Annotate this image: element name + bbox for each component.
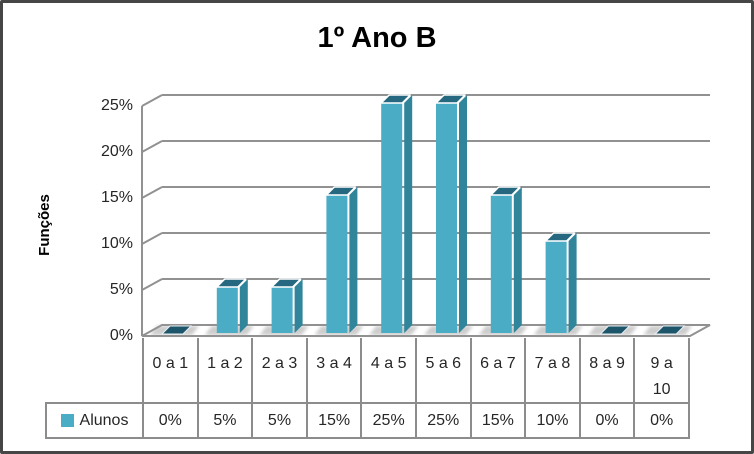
category-cell: 4 a 5 xyxy=(360,338,415,402)
legend-cell: Alunos xyxy=(47,404,142,437)
alunos-series-swatch-icon xyxy=(60,414,74,427)
value-cell: 0% xyxy=(633,404,688,437)
value-cell: 0% xyxy=(578,404,634,437)
y-tick-label: 25% xyxy=(100,97,133,114)
category-cell: 7 a 8 xyxy=(524,338,579,402)
category-cell: 0 a 1 xyxy=(142,338,197,402)
value-cell: 15% xyxy=(469,404,525,437)
data-table-row: Alunos 0% 5% 5% 15% 25% 25% 15% 10% 0% 0% xyxy=(45,402,690,439)
value-cell: 5% xyxy=(196,404,252,437)
category-cell: 3 a 4 xyxy=(305,338,361,402)
value-cell: 25% xyxy=(360,404,415,437)
value-cell: 0% xyxy=(142,404,197,437)
chart-title: 1º Ano B xyxy=(317,22,437,54)
value-cell: 10% xyxy=(524,404,579,437)
y-tick-label: 10% xyxy=(100,235,133,252)
y-tick-label: 5% xyxy=(109,281,133,298)
y-tick-label: 20% xyxy=(100,143,133,160)
value-cell: 15% xyxy=(305,404,361,437)
y-tick-label: 15% xyxy=(100,189,133,206)
value-cell: 25% xyxy=(414,404,470,437)
y-tick-label: 0% xyxy=(109,327,133,344)
legend-series-label: Alunos xyxy=(79,411,129,429)
category-cell: 1 a 2 xyxy=(196,338,252,402)
category-cell: 9 a 10 xyxy=(633,338,690,402)
category-cell: 6 a 7 xyxy=(469,338,525,402)
category-cell: 2 a 3 xyxy=(251,338,306,402)
category-cell: 5 a 6 xyxy=(414,338,470,402)
value-cell: 5% xyxy=(251,404,306,437)
plot-area xyxy=(141,94,711,337)
category-cell: 8 a 9 xyxy=(578,338,634,402)
